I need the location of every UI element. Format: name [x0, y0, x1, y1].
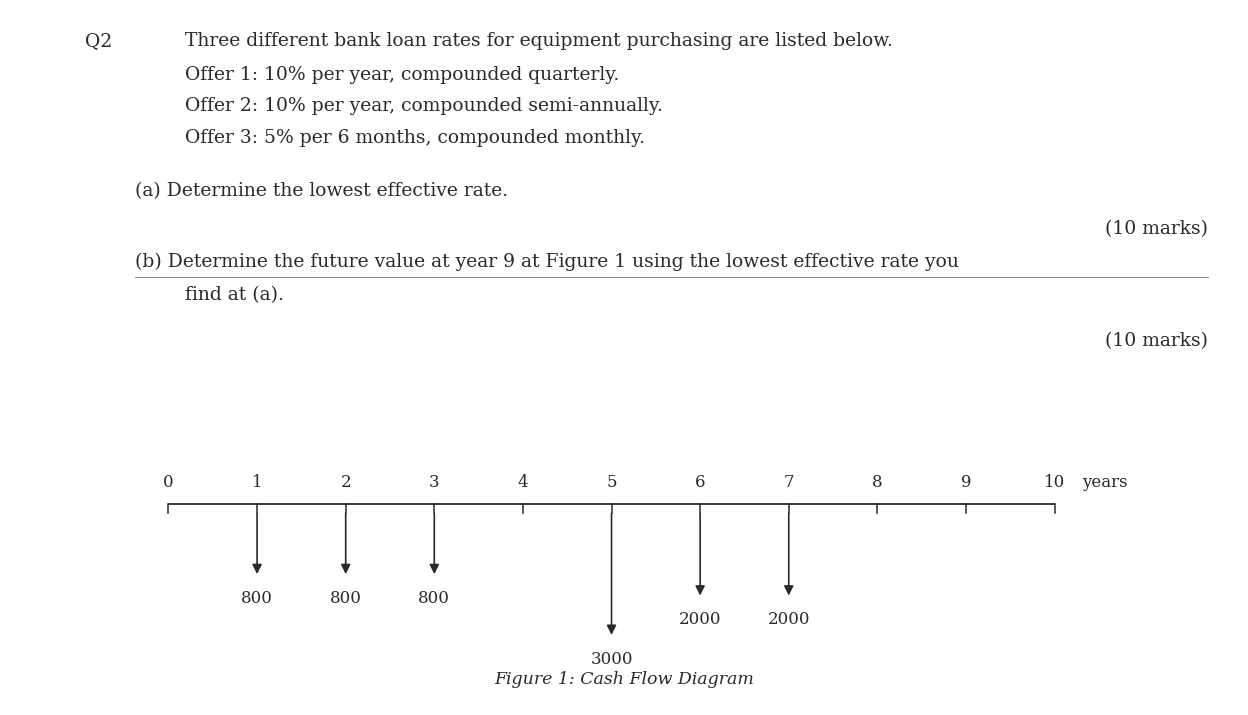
- Text: (a) Determine the lowest effective rate.: (a) Determine the lowest effective rate.: [135, 182, 508, 200]
- Text: 2000: 2000: [768, 611, 810, 628]
- Text: Offer 3: 5% per 6 months, compounded monthly.: Offer 3: 5% per 6 months, compounded mon…: [185, 129, 645, 147]
- Text: Three different bank loan rates for equipment purchasing are listed below.: Three different bank loan rates for equi…: [185, 32, 892, 50]
- Text: 4: 4: [518, 474, 528, 491]
- Text: find at (a).: find at (a).: [185, 286, 283, 304]
- Text: (10 marks): (10 marks): [1104, 220, 1208, 238]
- Text: 800: 800: [418, 590, 451, 607]
- Text: 9: 9: [961, 474, 971, 491]
- Text: 3000: 3000: [590, 651, 633, 668]
- Text: 5: 5: [607, 474, 617, 491]
- Text: 8: 8: [872, 474, 882, 491]
- Text: 0: 0: [163, 474, 173, 491]
- Text: 800: 800: [241, 590, 273, 607]
- Text: Offer 1: 10% per year, compounded quarterly.: Offer 1: 10% per year, compounded quarte…: [185, 66, 619, 84]
- Text: (b) Determine the future value at year 9 at Figure 1 using the lowest effective : (b) Determine the future value at year 9…: [135, 253, 958, 272]
- Text: Figure 1: Cash Flow Diagram: Figure 1: Cash Flow Diagram: [494, 671, 754, 688]
- Text: 2: 2: [341, 474, 351, 491]
- Text: 6: 6: [695, 474, 705, 491]
- Text: 10: 10: [1043, 474, 1066, 491]
- Text: 2000: 2000: [679, 611, 721, 628]
- Text: Offer 2: 10% per year, compounded semi-annually.: Offer 2: 10% per year, compounded semi-a…: [185, 97, 663, 115]
- Text: 800: 800: [329, 590, 362, 607]
- Text: Q2: Q2: [85, 32, 112, 50]
- Text: 1: 1: [252, 474, 262, 491]
- Text: 3: 3: [429, 474, 439, 491]
- Text: years: years: [1082, 474, 1128, 491]
- Text: (10 marks): (10 marks): [1104, 332, 1208, 350]
- Text: 7: 7: [784, 474, 794, 491]
